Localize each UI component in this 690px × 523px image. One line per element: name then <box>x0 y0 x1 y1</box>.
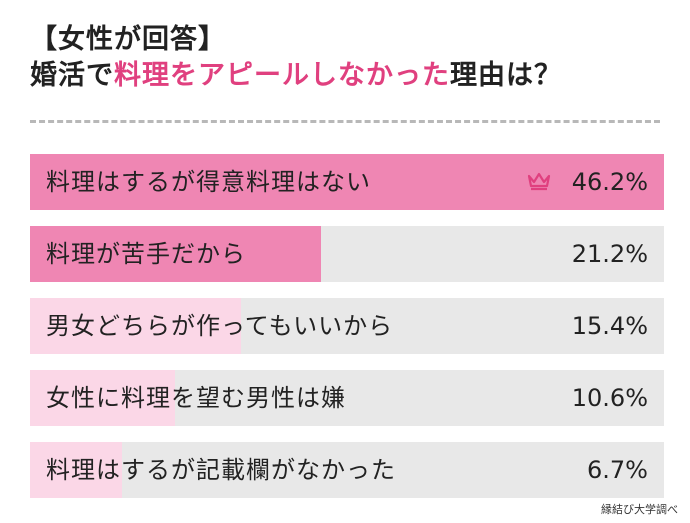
bar-chart: 料理はするが得意料理はない 46.2% 料理が苦手だから 21.2% 男女どちらが作って… <box>30 154 664 514</box>
crown-icon <box>527 172 551 191</box>
bar <box>30 298 242 354</box>
value-label: 15.4% <box>571 312 648 340</box>
value-label: 6.7% <box>587 456 648 484</box>
chart-title: 婚活で料理をアピールしなかった理由は？ <box>30 58 562 94</box>
bar-row: 料理が苦手だから 21.2% <box>30 226 664 282</box>
bar-label: 料理はするが得意料理はない <box>46 168 371 196</box>
dashed-divider <box>30 120 660 123</box>
bar-row: 女性に料理を望む男性は嫌 10.6% <box>30 370 664 426</box>
bar <box>30 370 176 426</box>
bar-label: 女性に料理を望む男性は嫌 <box>46 384 346 412</box>
bar-row: 男女どちらが作ってもいいから 15.4% <box>30 298 664 354</box>
respondent-note: 【女性が回答】 <box>30 24 226 55</box>
bar-label: 料理が苦手だから <box>46 240 246 268</box>
source-credit: 縁結び大学調べ <box>601 503 678 516</box>
chart-heading: 【女性が回答】 婚活で料理をアピールしなかった理由は？ <box>30 22 562 94</box>
bar <box>30 226 321 282</box>
bar <box>30 442 122 498</box>
value-label: 46.2% <box>571 168 648 196</box>
bar-row: 料理はするが記載欄がなかった 6.7% <box>30 442 664 498</box>
bar-label: 料理はするが記載欄がなかった <box>46 456 396 484</box>
value-label: 10.6% <box>571 384 648 412</box>
value-label: 21.2% <box>571 240 648 268</box>
bar-row: 料理はするが得意料理はない 46.2% <box>30 154 664 210</box>
title-highlight: 料理をアピールしなかった <box>114 60 450 91</box>
title-suffix: 理由は？ <box>450 60 562 91</box>
bar-label: 男女どちらが作ってもいいから <box>46 312 394 340</box>
title-prefix: 婚活で <box>30 60 114 91</box>
bar <box>30 154 664 210</box>
